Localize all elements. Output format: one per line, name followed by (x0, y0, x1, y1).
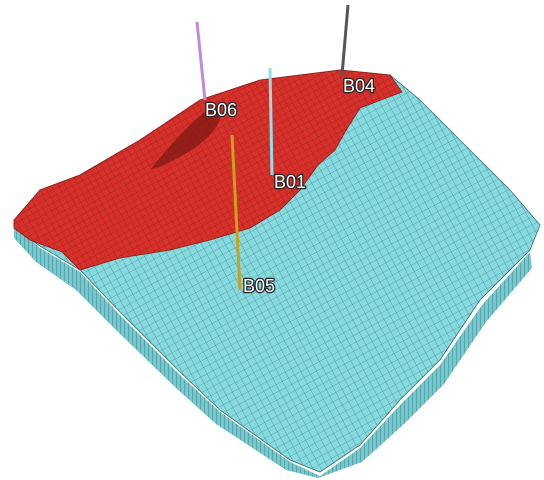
well-label: B06 (205, 100, 237, 120)
well-label: B04 (343, 76, 375, 96)
well-path (270, 68, 272, 175)
page: B06 B04 B01 B05 (() => { const data = JS… (0, 0, 544, 480)
well-path (342, 5, 348, 75)
reservoir-view: B06 B04 B01 B05 (0, 0, 544, 480)
well-label: B05 (243, 276, 275, 296)
well-label: B01 (274, 172, 306, 192)
well-path (197, 22, 205, 100)
